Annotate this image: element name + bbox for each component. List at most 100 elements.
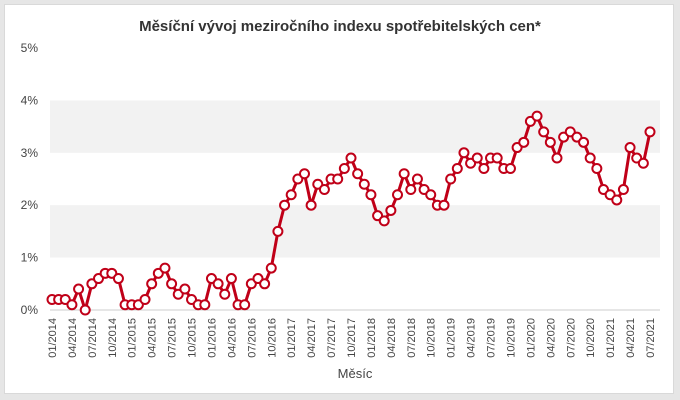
data-point (265, 262, 277, 274)
data-point (425, 189, 437, 201)
x-tick-label: 04/2016 (226, 318, 238, 358)
data-point (179, 283, 191, 295)
data-point (584, 152, 596, 164)
x-tick-label: 07/2016 (246, 318, 258, 358)
x-tick-label: 07/2019 (486, 318, 498, 358)
data-point (199, 299, 211, 311)
data-point (352, 168, 364, 180)
y-tick-label: 5% (21, 41, 39, 55)
data-point (491, 152, 503, 164)
data-point (279, 199, 291, 211)
x-tick-label: 10/2017 (346, 318, 358, 358)
x-tick-label: 01/2018 (366, 318, 378, 358)
data-point (225, 273, 237, 285)
x-tick-label: 01/2014 (47, 318, 59, 358)
y-tick-label: 4% (21, 93, 39, 107)
data-point (146, 278, 158, 290)
x-tick-label: 01/2015 (127, 318, 139, 358)
y-tick-label: 1% (21, 251, 39, 265)
data-point (531, 110, 543, 122)
data-point (338, 163, 350, 175)
data-point (73, 283, 85, 295)
data-point (139, 294, 151, 306)
data-point (272, 225, 284, 237)
data-point (644, 126, 656, 138)
grid-band (50, 205, 660, 258)
grid-bands (50, 100, 660, 258)
x-tick-label: 07/2021 (645, 318, 657, 358)
x-tick-label: 04/2015 (147, 318, 159, 358)
data-point (411, 173, 423, 185)
data-point (166, 278, 178, 290)
data-point (66, 299, 78, 311)
data-point (219, 288, 231, 300)
y-tick-label: 2% (21, 198, 39, 212)
data-point (637, 157, 649, 169)
data-point (591, 163, 603, 175)
x-axis-title: Měsíc (338, 366, 373, 381)
data-point (259, 278, 271, 290)
x-axis-ticks: 01/2014 04/2014 07/2014 10/2014 01/2015 04/20… (47, 318, 657, 358)
data-point (624, 142, 636, 154)
data-point (112, 273, 124, 285)
chart-title: Měsíční vývoj meziročního indexu spotřeb… (139, 18, 541, 35)
grid-band (50, 100, 660, 153)
data-point (538, 126, 550, 138)
data-point (305, 199, 317, 211)
data-point (451, 163, 463, 175)
data-point (551, 152, 563, 164)
x-tick-label: 01/2021 (605, 318, 617, 358)
data-point (239, 299, 251, 311)
data-point (392, 189, 404, 201)
x-tick-label: 04/2020 (545, 318, 557, 358)
data-point (385, 204, 397, 216)
data-point (518, 136, 530, 148)
x-tick-label: 04/2019 (466, 318, 478, 358)
data-point (617, 183, 629, 195)
data-point (405, 183, 417, 195)
data-point (611, 194, 623, 206)
x-tick-label: 01/2020 (525, 318, 537, 358)
x-tick-label: 07/2018 (406, 318, 418, 358)
data-point (298, 168, 310, 180)
x-tick-label: 07/2017 (326, 318, 338, 358)
data-point (318, 183, 330, 195)
x-tick-label: 10/2014 (107, 318, 119, 358)
data-point (578, 136, 590, 148)
x-tick-label: 07/2014 (87, 318, 99, 358)
data-point (159, 262, 171, 274)
x-tick-label: 10/2020 (585, 318, 597, 358)
x-tick-label: 04/2018 (386, 318, 398, 358)
x-tick-label: 04/2014 (67, 318, 79, 358)
x-tick-label: 01/2016 (206, 318, 218, 358)
data-points (46, 110, 656, 316)
data-point (285, 189, 297, 201)
data-point (478, 163, 490, 175)
data-point (358, 178, 370, 190)
data-point (332, 173, 344, 185)
x-tick-label: 10/2015 (187, 318, 199, 358)
x-tick-label: 04/2021 (625, 318, 637, 358)
data-point (398, 168, 410, 180)
x-tick-label: 01/2019 (446, 318, 458, 358)
data-point (365, 189, 377, 201)
data-point (471, 152, 483, 164)
x-tick-label: 10/2018 (426, 318, 438, 358)
x-tick-label: 10/2016 (266, 318, 278, 358)
data-point (504, 163, 516, 175)
y-axis-ticks: 0% 1% 2% 3% 4% 5% (21, 41, 39, 317)
x-tick-label: 07/2015 (167, 318, 179, 358)
data-point (458, 147, 470, 159)
x-tick-label: 01/2017 (286, 318, 298, 358)
x-tick-label: 10/2019 (505, 318, 517, 358)
chart-card (4, 4, 674, 394)
x-tick-label: 04/2017 (306, 318, 318, 358)
x-tick-label: 07/2020 (565, 318, 577, 358)
data-point (79, 304, 91, 316)
data-point (212, 278, 224, 290)
data-point (345, 152, 357, 164)
y-tick-label: 3% (21, 146, 39, 160)
data-point (378, 215, 390, 227)
data-point (438, 199, 450, 211)
